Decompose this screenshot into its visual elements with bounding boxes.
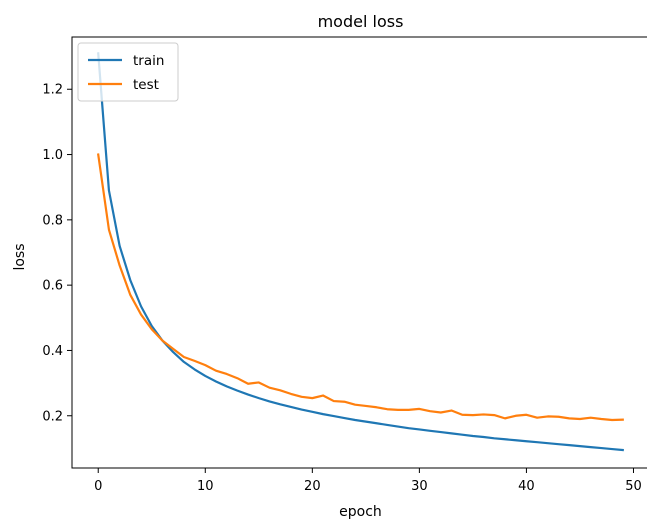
x-tick-label: 0 xyxy=(94,479,102,494)
y-tick-label: 0.6 xyxy=(42,279,63,294)
chart-title: model loss xyxy=(318,12,404,31)
x-tick-label: 30 xyxy=(411,479,428,494)
series-line-train xyxy=(97,52,624,452)
y-tick-label: 0.2 xyxy=(42,409,63,424)
y-tick-label: 1.2 xyxy=(42,83,63,98)
legend-test-label: test xyxy=(133,77,159,93)
legend-box xyxy=(77,42,179,102)
x-axis-label: epoch xyxy=(339,504,382,520)
legend: train test xyxy=(77,42,179,102)
plot-area-frame xyxy=(71,36,647,469)
x-tick-label: 50 xyxy=(625,479,642,494)
x-tick-label: 40 xyxy=(518,479,535,494)
series-line-test xyxy=(96,153,624,422)
x-tick-label: 10 xyxy=(197,479,214,494)
y-tick-label: 0.8 xyxy=(42,213,63,228)
y-axis-label: loss xyxy=(12,243,28,270)
series-layer xyxy=(96,52,624,452)
y-axis-ticks: 0.2 0.4 0.6 0.8 1.0 1.2 xyxy=(42,83,72,424)
legend-train-label: train xyxy=(133,53,164,69)
x-axis-ticks: 0 10 20 30 40 50 xyxy=(94,468,642,494)
x-tick-label: 20 xyxy=(304,479,321,494)
y-tick-label: 1.0 xyxy=(42,148,63,163)
y-tick-label: 0.4 xyxy=(42,344,63,359)
